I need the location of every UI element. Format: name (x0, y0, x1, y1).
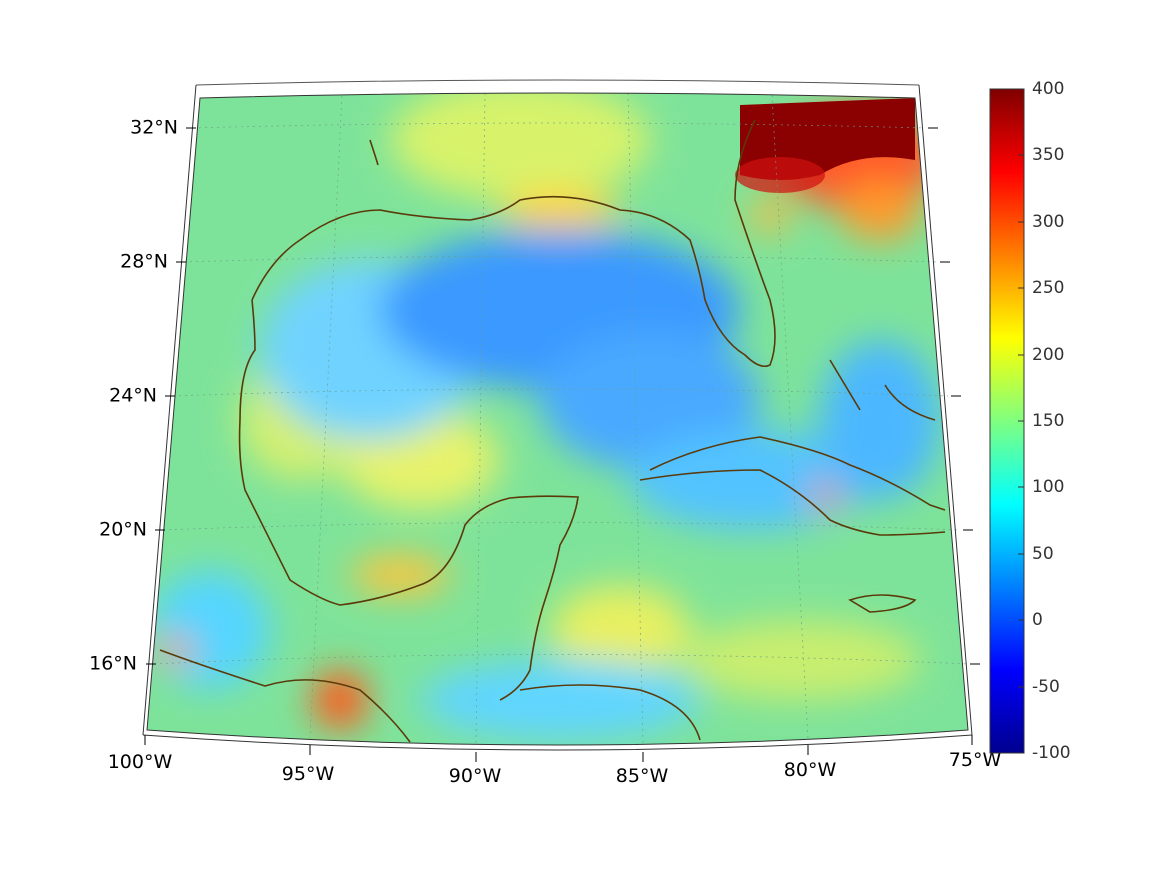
lat-label-24: 24°N (109, 385, 157, 407)
colorbar-label-200: 200 (1032, 345, 1064, 365)
colorbar: 400 350 300 250 200 150 100 50 0 -50 -10… (989, 79, 1071, 763)
lat-label-16: 16°N (89, 653, 137, 675)
map-frame (142, 79, 973, 751)
longitude-labels: 100°W 95°W 90°W 85°W 80°W 75°W (108, 749, 1002, 787)
lon-label-85: 85°W (616, 765, 669, 787)
data-field (147, 93, 968, 745)
coastlines (159, 119, 946, 743)
lon-label-90: 90°W (449, 765, 502, 787)
colorbar-label-250: 250 (1032, 278, 1064, 298)
colorbar-label-300: 300 (1032, 212, 1064, 232)
ticks (144, 127, 980, 762)
lat-label-20: 20°N (99, 519, 147, 541)
latitude-labels: 32°N 28°N 24°N 20°N 16°N (89, 117, 178, 675)
colorbar-label-neg50: -50 (1032, 677, 1060, 697)
colorbar-label-50: 50 (1032, 544, 1054, 564)
colorbar-label-neg100: -100 (1032, 743, 1071, 763)
lon-label-95: 95°W (282, 763, 335, 785)
colorbar-label-150: 150 (1032, 411, 1064, 431)
lat-label-28: 28°N (120, 251, 168, 273)
graticule (153, 92, 969, 746)
colorbar-label-100: 100 (1032, 477, 1064, 497)
lon-label-80: 80°W (784, 759, 837, 781)
colorbar-label-400: 400 (1032, 79, 1064, 99)
colorbar-label-350: 350 (1032, 145, 1064, 165)
lon-label-100: 100°W (108, 751, 173, 773)
colorbar-label-0: 0 (1032, 610, 1043, 630)
lat-label-32: 32°N (130, 117, 178, 139)
lon-label-75: 75°W (949, 749, 1002, 771)
